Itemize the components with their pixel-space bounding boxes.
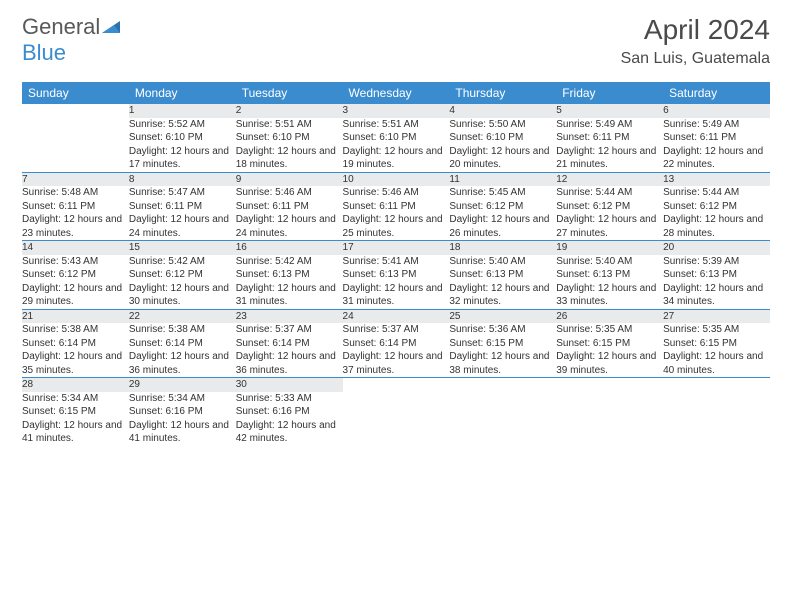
day-body-cell: Sunrise: 5:44 AMSunset: 6:12 PMDaylight:… [556, 186, 663, 241]
day-body-cell: Sunrise: 5:44 AMSunset: 6:12 PMDaylight:… [663, 186, 770, 241]
day-body-cell: Sunrise: 5:38 AMSunset: 6:14 PMDaylight:… [129, 323, 236, 378]
day-body-cell [663, 392, 770, 446]
day-number-cell: 1 [129, 104, 236, 118]
day-body-cell: Sunrise: 5:49 AMSunset: 6:11 PMDaylight:… [556, 118, 663, 173]
day-number-cell: 15 [129, 241, 236, 255]
brand-name-b: Blue [22, 40, 66, 65]
calendar-grid: Sunday Monday Tuesday Wednesday Thursday… [22, 82, 770, 446]
brand-name-a: General [22, 14, 100, 39]
day-number-cell: 3 [343, 104, 450, 118]
day-number-cell: 9 [236, 173, 343, 187]
day-number-cell: 17 [343, 241, 450, 255]
day-body-cell: Sunrise: 5:38 AMSunset: 6:14 PMDaylight:… [22, 323, 129, 378]
day-number-cell: 18 [449, 241, 556, 255]
day-body-cell: Sunrise: 5:33 AMSunset: 6:16 PMDaylight:… [236, 392, 343, 446]
dow-wednesday: Wednesday [343, 82, 450, 104]
day-number-cell: 26 [556, 310, 663, 324]
day-number-cell: 24 [343, 310, 450, 324]
day-body-cell: Sunrise: 5:46 AMSunset: 6:11 PMDaylight:… [236, 186, 343, 241]
dow-friday: Friday [556, 82, 663, 104]
day-body-cell: Sunrise: 5:40 AMSunset: 6:13 PMDaylight:… [449, 255, 556, 310]
day-body-cell: Sunrise: 5:45 AMSunset: 6:12 PMDaylight:… [449, 186, 556, 241]
day-body-cell: Sunrise: 5:49 AMSunset: 6:11 PMDaylight:… [663, 118, 770, 173]
day-number-cell [22, 104, 129, 118]
day-number-cell: 10 [343, 173, 450, 187]
day-body-cell: Sunrise: 5:40 AMSunset: 6:13 PMDaylight:… [556, 255, 663, 310]
day-number-cell: 23 [236, 310, 343, 324]
day-body-cell: Sunrise: 5:41 AMSunset: 6:13 PMDaylight:… [343, 255, 450, 310]
day-body-cell: Sunrise: 5:52 AMSunset: 6:10 PMDaylight:… [129, 118, 236, 173]
day-number-cell: 16 [236, 241, 343, 255]
day-number-cell [663, 378, 770, 392]
day-body-cell [22, 118, 129, 173]
day-body-cell: Sunrise: 5:48 AMSunset: 6:11 PMDaylight:… [22, 186, 129, 241]
day-body-cell: Sunrise: 5:34 AMSunset: 6:15 PMDaylight:… [22, 392, 129, 446]
day-number-cell: 11 [449, 173, 556, 187]
day-number-cell: 25 [449, 310, 556, 324]
day-number-cell: 27 [663, 310, 770, 324]
day-number-cell: 30 [236, 378, 343, 392]
day-body-cell [556, 392, 663, 446]
dow-thursday: Thursday [449, 82, 556, 104]
day-body-cell: Sunrise: 5:35 AMSunset: 6:15 PMDaylight:… [556, 323, 663, 378]
day-number-cell [343, 378, 450, 392]
day-number-cell: 13 [663, 173, 770, 187]
brand-name: GeneralBlue [22, 14, 122, 66]
day-body-cell [449, 392, 556, 446]
day-number-cell: 12 [556, 173, 663, 187]
weekday-header: Sunday Monday Tuesday Wednesday Thursday… [22, 82, 770, 104]
day-body-cell: Sunrise: 5:35 AMSunset: 6:15 PMDaylight:… [663, 323, 770, 378]
day-body-cell: Sunrise: 5:43 AMSunset: 6:12 PMDaylight:… [22, 255, 129, 310]
day-number-cell: 14 [22, 241, 129, 255]
dow-monday: Monday [129, 82, 236, 104]
month-title: April 2024 [621, 14, 770, 46]
logo-sail-icon [100, 14, 122, 39]
day-body-cell: Sunrise: 5:46 AMSunset: 6:11 PMDaylight:… [343, 186, 450, 241]
day-number-cell [556, 378, 663, 392]
day-body-cell: Sunrise: 5:37 AMSunset: 6:14 PMDaylight:… [343, 323, 450, 378]
day-body-cell: Sunrise: 5:47 AMSunset: 6:11 PMDaylight:… [129, 186, 236, 241]
day-number-cell: 2 [236, 104, 343, 118]
day-body-cell: Sunrise: 5:36 AMSunset: 6:15 PMDaylight:… [449, 323, 556, 378]
day-number-cell: 8 [129, 173, 236, 187]
brand-logo: GeneralBlue [22, 14, 122, 66]
day-number-cell: 29 [129, 378, 236, 392]
day-number-cell [449, 378, 556, 392]
location: San Luis, Guatemala [621, 50, 770, 68]
day-number-cell: 19 [556, 241, 663, 255]
day-number-cell: 7 [22, 173, 129, 187]
day-body-cell: Sunrise: 5:34 AMSunset: 6:16 PMDaylight:… [129, 392, 236, 446]
day-number-cell: 22 [129, 310, 236, 324]
dow-tuesday: Tuesday [236, 82, 343, 104]
day-body-cell: Sunrise: 5:42 AMSunset: 6:13 PMDaylight:… [236, 255, 343, 310]
day-number-cell: 4 [449, 104, 556, 118]
day-body-cell: Sunrise: 5:51 AMSunset: 6:10 PMDaylight:… [343, 118, 450, 173]
day-number-cell: 28 [22, 378, 129, 392]
day-body-cell: Sunrise: 5:37 AMSunset: 6:14 PMDaylight:… [236, 323, 343, 378]
dow-saturday: Saturday [663, 82, 770, 104]
day-body-cell: Sunrise: 5:39 AMSunset: 6:13 PMDaylight:… [663, 255, 770, 310]
day-body-cell: Sunrise: 5:42 AMSunset: 6:12 PMDaylight:… [129, 255, 236, 310]
day-number-cell: 21 [22, 310, 129, 324]
dow-sunday: Sunday [22, 82, 129, 104]
day-number-cell: 5 [556, 104, 663, 118]
day-number-cell: 6 [663, 104, 770, 118]
header: GeneralBlue April 2024 San Luis, Guatema… [22, 14, 770, 68]
day-body-cell [343, 392, 450, 446]
day-body-cell: Sunrise: 5:50 AMSunset: 6:10 PMDaylight:… [449, 118, 556, 173]
day-number-cell: 20 [663, 241, 770, 255]
day-body-cell: Sunrise: 5:51 AMSunset: 6:10 PMDaylight:… [236, 118, 343, 173]
